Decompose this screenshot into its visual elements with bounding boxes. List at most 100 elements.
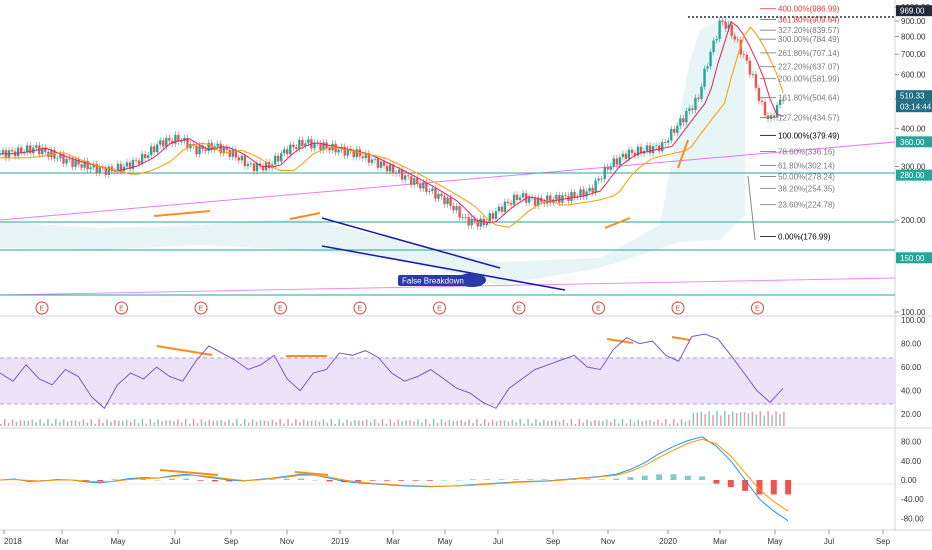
- volume-bar: [47, 419, 49, 426]
- volume-bar: [389, 419, 392, 426]
- candle-body: [425, 182, 428, 192]
- fib-level-label: 200.00%(581.99): [778, 75, 840, 84]
- volume-bar: [216, 420, 218, 426]
- volume-bar: [27, 420, 30, 426]
- volume-bar: [743, 412, 746, 426]
- price-series: [0, 17, 785, 230]
- candle-body: [627, 149, 631, 159]
- volume-bar: [550, 420, 553, 426]
- candle-body: [382, 161, 386, 166]
- earnings-marker[interactable]: [115, 301, 128, 315]
- candle-body: [216, 143, 219, 147]
- candle-body: [760, 100, 764, 102]
- price-badge: [896, 252, 932, 264]
- volume-bar: [747, 413, 750, 426]
- volume-bar: [133, 419, 136, 426]
- volume-bar: [582, 422, 584, 426]
- candle-body: [26, 145, 29, 153]
- macd-histogram-bar: [211, 480, 218, 482]
- candle-body: [630, 149, 634, 153]
- time-axis[interactable]: 2018 Mar May Jul Sep Nov 2019 Mar May Jul Sep Nov 20…: [3, 530, 891, 546]
- candle-body: [186, 137, 189, 149]
- candle-body: [204, 149, 207, 151]
- fib-level-label: 50.00%(278.24): [778, 172, 835, 181]
- candle-body: [137, 160, 141, 164]
- volume-bar: [767, 411, 769, 426]
- earnings-marker[interactable]: [35, 301, 49, 315]
- candle-body: [503, 201, 507, 212]
- volume-bar: [208, 419, 211, 426]
- earnings-marker[interactable]: [671, 301, 685, 315]
- candle-body: [16, 147, 20, 157]
- volume-bar: [318, 421, 321, 426]
- candle-body: [131, 159, 135, 169]
- earnings-marker[interactable]: [592, 301, 605, 315]
- macd-histogram-bar: [785, 480, 792, 495]
- volume-bar: [125, 419, 128, 426]
- candle-body: [140, 154, 144, 164]
- volume-bar: [334, 423, 337, 426]
- candle-body: [222, 147, 225, 154]
- volume-bar: [436, 422, 439, 426]
- time-tick-label: 2018: [4, 537, 22, 546]
- volume-bar: [306, 420, 309, 426]
- macd-histogram-bar: [455, 480, 462, 481]
- macd-tick-label: 0.00: [901, 476, 917, 485]
- volume-bar: [106, 419, 108, 426]
- candle-body: [261, 165, 265, 171]
- fib-level-label: 327.20%(839.57): [778, 26, 840, 35]
- volume-bar: [676, 422, 679, 426]
- earnings-marker[interactable]: [512, 301, 526, 315]
- candle-body: [337, 149, 340, 153]
- wedge-lower: [321, 245, 566, 291]
- volume-bar: [728, 414, 730, 426]
- candle-body: [512, 194, 516, 205]
- price-tick-label: 400.00: [901, 124, 926, 133]
- candle-body: [385, 165, 389, 172]
- candle-body: [667, 140, 670, 143]
- candle-body: [153, 146, 156, 153]
- candle-body: [639, 146, 643, 154]
- candle-body: [721, 20, 724, 23]
- macd-histogram-bar: [770, 480, 777, 495]
- price-badge-label: 03:14:44: [900, 103, 932, 112]
- earnings-marker[interactable]: [353, 301, 367, 315]
- volume-bar: [98, 419, 100, 426]
- candle-body: [691, 108, 694, 110]
- earnings-marker[interactable]: [751, 301, 764, 315]
- volume-bar: [523, 423, 525, 426]
- candle-body: [685, 110, 688, 123]
- candle-body: [313, 142, 316, 149]
- fib-levels: 400.00%(986.99) 361.80%(909.64)327.20%(83…: [760, 5, 840, 241]
- candle-body: [467, 216, 470, 226]
- candle-body: [273, 155, 277, 165]
- volume-bar: [110, 421, 112, 426]
- candle-body: [600, 178, 603, 180]
- candle-body: [19, 147, 23, 153]
- volume-bar: [472, 422, 474, 426]
- time-tick-label: May: [767, 537, 782, 546]
- annotation-label: False Breakdown: [402, 277, 464, 286]
- volume-bar: [511, 419, 514, 426]
- volume-bar: [373, 419, 376, 426]
- earnings-marker[interactable]: [194, 301, 208, 315]
- volume-bar: [173, 421, 175, 426]
- volume-bar: [326, 422, 329, 426]
- earnings-marker[interactable]: [274, 301, 287, 315]
- earnings-marker[interactable]: [433, 301, 446, 315]
- volume-bar: [310, 420, 313, 426]
- candle-body: [582, 189, 585, 197]
- price-badge-label: 510.33: [900, 92, 925, 101]
- candle-body: [697, 97, 700, 99]
- volume-bar: [141, 419, 144, 426]
- volume-bar: [716, 411, 718, 426]
- volume-bar: [295, 419, 297, 426]
- price-tick-label: 700.00: [901, 50, 926, 59]
- volume-bar: [381, 419, 384, 426]
- volume-bar: [200, 419, 203, 426]
- price-tick-label: 300.00: [901, 162, 926, 171]
- candle-body: [370, 159, 374, 163]
- volume-bar: [515, 422, 518, 426]
- macd-histogram-bar: [398, 480, 405, 481]
